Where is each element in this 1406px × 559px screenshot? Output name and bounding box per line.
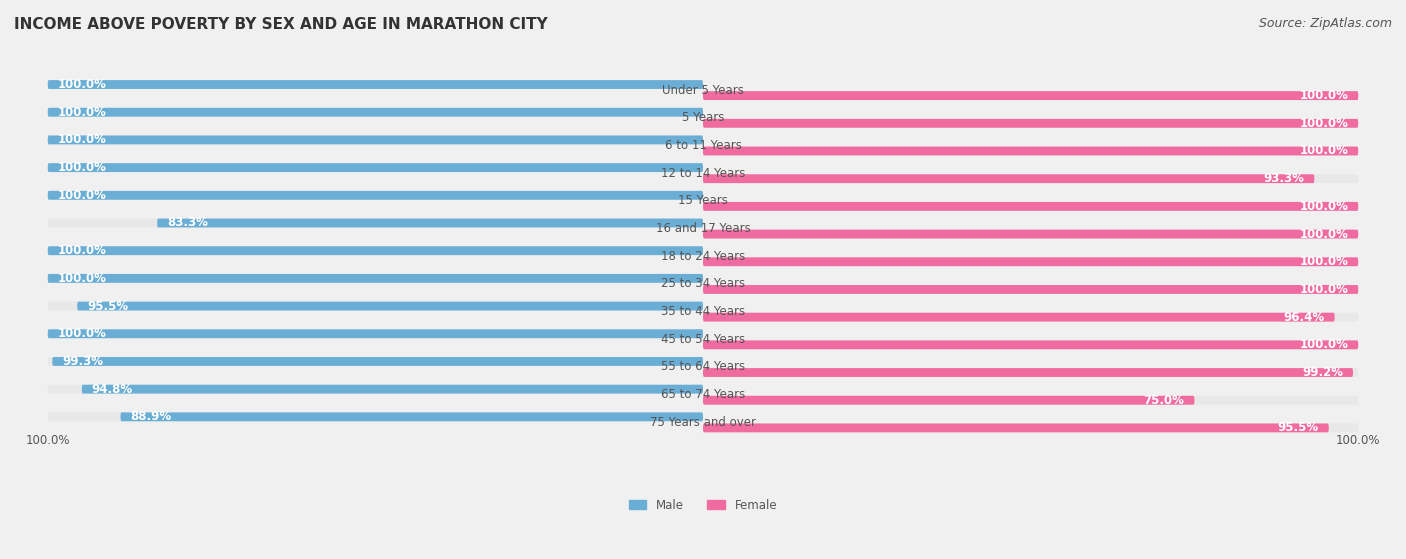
Text: 5 Years: 5 Years [682, 111, 724, 124]
Text: 93.3%: 93.3% [1264, 172, 1305, 185]
FancyBboxPatch shape [703, 312, 1358, 321]
FancyBboxPatch shape [48, 191, 703, 200]
Text: 95.5%: 95.5% [1278, 421, 1319, 434]
Text: 16 and 17 Years: 16 and 17 Years [655, 222, 751, 235]
FancyBboxPatch shape [703, 285, 1358, 294]
FancyBboxPatch shape [48, 219, 703, 228]
FancyBboxPatch shape [703, 340, 1358, 349]
Text: 45 to 54 Years: 45 to 54 Years [661, 333, 745, 346]
Text: 100.0%: 100.0% [58, 106, 107, 119]
Text: 99.2%: 99.2% [1302, 366, 1343, 379]
FancyBboxPatch shape [82, 385, 703, 394]
Text: 100.0%: 100.0% [58, 189, 107, 202]
FancyBboxPatch shape [52, 357, 703, 366]
Text: 6 to 11 Years: 6 to 11 Years [665, 139, 741, 152]
FancyBboxPatch shape [48, 385, 703, 394]
FancyBboxPatch shape [121, 413, 703, 421]
FancyBboxPatch shape [48, 329, 703, 338]
Text: 100.0%: 100.0% [1299, 228, 1348, 240]
FancyBboxPatch shape [703, 91, 1358, 100]
Text: Source: ZipAtlas.com: Source: ZipAtlas.com [1258, 17, 1392, 30]
Text: 99.3%: 99.3% [62, 355, 103, 368]
Text: 100.0%: 100.0% [1299, 89, 1348, 102]
Text: 12 to 14 Years: 12 to 14 Years [661, 167, 745, 179]
Legend: Male, Female: Male, Female [624, 494, 782, 517]
Text: 100.0%: 100.0% [58, 244, 107, 257]
FancyBboxPatch shape [703, 312, 1334, 321]
FancyBboxPatch shape [703, 91, 1358, 100]
FancyBboxPatch shape [703, 368, 1358, 377]
Text: 83.3%: 83.3% [167, 216, 208, 230]
FancyBboxPatch shape [703, 285, 1358, 294]
FancyBboxPatch shape [48, 413, 703, 421]
Text: 75 Years and over: 75 Years and over [650, 416, 756, 429]
FancyBboxPatch shape [703, 396, 1195, 405]
Text: 100.0%: 100.0% [1299, 338, 1348, 352]
FancyBboxPatch shape [48, 274, 703, 283]
Text: Under 5 Years: Under 5 Years [662, 84, 744, 97]
Text: 25 to 34 Years: 25 to 34 Years [661, 277, 745, 291]
FancyBboxPatch shape [703, 424, 1358, 432]
FancyBboxPatch shape [703, 230, 1358, 239]
Text: 100.0%: 100.0% [1299, 255, 1348, 268]
Text: 100.0%: 100.0% [1299, 117, 1348, 130]
Text: 100.0%: 100.0% [1299, 283, 1348, 296]
FancyBboxPatch shape [48, 302, 703, 310]
FancyBboxPatch shape [703, 424, 1329, 432]
Text: 100.0%: 100.0% [25, 434, 70, 447]
FancyBboxPatch shape [48, 163, 703, 172]
FancyBboxPatch shape [48, 357, 703, 366]
FancyBboxPatch shape [703, 119, 1358, 128]
FancyBboxPatch shape [48, 80, 703, 89]
FancyBboxPatch shape [703, 257, 1358, 266]
Text: 75.0%: 75.0% [1143, 394, 1185, 407]
FancyBboxPatch shape [703, 202, 1358, 211]
FancyBboxPatch shape [157, 219, 703, 228]
FancyBboxPatch shape [703, 202, 1358, 211]
Text: 100.0%: 100.0% [58, 134, 107, 146]
Text: INCOME ABOVE POVERTY BY SEX AND AGE IN MARATHON CITY: INCOME ABOVE POVERTY BY SEX AND AGE IN M… [14, 17, 548, 32]
FancyBboxPatch shape [703, 174, 1315, 183]
FancyBboxPatch shape [703, 368, 1353, 377]
FancyBboxPatch shape [703, 257, 1358, 266]
FancyBboxPatch shape [48, 135, 703, 144]
Text: 15 Years: 15 Years [678, 195, 728, 207]
FancyBboxPatch shape [703, 396, 1358, 405]
Text: 100.0%: 100.0% [1336, 434, 1381, 447]
FancyBboxPatch shape [48, 80, 703, 89]
Text: 35 to 44 Years: 35 to 44 Years [661, 305, 745, 318]
FancyBboxPatch shape [48, 191, 703, 200]
Text: 88.9%: 88.9% [131, 410, 172, 423]
FancyBboxPatch shape [48, 329, 703, 338]
FancyBboxPatch shape [703, 230, 1358, 239]
Text: 18 to 24 Years: 18 to 24 Years [661, 250, 745, 263]
Text: 95.5%: 95.5% [87, 300, 128, 312]
Text: 100.0%: 100.0% [58, 327, 107, 340]
FancyBboxPatch shape [703, 146, 1358, 155]
FancyBboxPatch shape [48, 163, 703, 172]
FancyBboxPatch shape [703, 119, 1358, 128]
FancyBboxPatch shape [703, 146, 1358, 155]
Text: 100.0%: 100.0% [58, 78, 107, 91]
FancyBboxPatch shape [703, 340, 1358, 349]
Text: 100.0%: 100.0% [58, 272, 107, 285]
Text: 100.0%: 100.0% [1299, 200, 1348, 213]
FancyBboxPatch shape [48, 274, 703, 283]
Text: 94.8%: 94.8% [91, 383, 132, 396]
FancyBboxPatch shape [77, 302, 703, 310]
FancyBboxPatch shape [48, 135, 703, 144]
FancyBboxPatch shape [48, 247, 703, 255]
Text: 55 to 64 Years: 55 to 64 Years [661, 361, 745, 373]
FancyBboxPatch shape [703, 174, 1358, 183]
Text: 96.4%: 96.4% [1284, 311, 1324, 324]
Text: 65 to 74 Years: 65 to 74 Years [661, 388, 745, 401]
Text: 100.0%: 100.0% [58, 161, 107, 174]
FancyBboxPatch shape [48, 108, 703, 117]
FancyBboxPatch shape [48, 247, 703, 255]
Text: 100.0%: 100.0% [1299, 144, 1348, 158]
FancyBboxPatch shape [48, 108, 703, 117]
